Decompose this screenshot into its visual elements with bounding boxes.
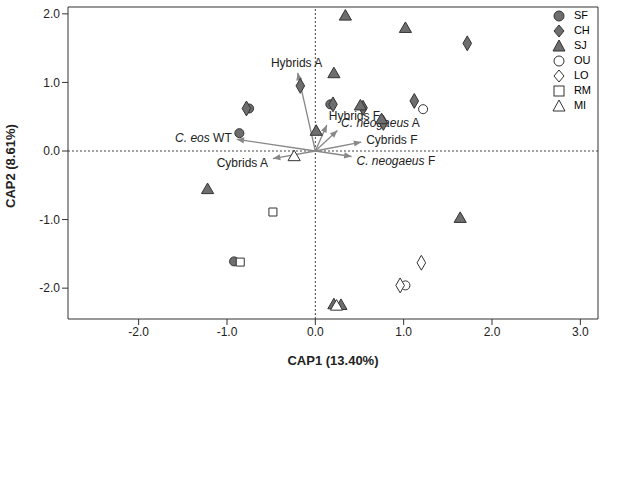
svg-text:-2.0: -2.0 (39, 281, 60, 295)
html-text:CH: CH (573, 24, 590, 36)
svg-text:1.0: 1.0 (395, 325, 412, 339)
svg-text:CAP2 (8.61%): CAP2 (8.61%) (8, 124, 18, 208)
svg-text:3.0: 3.0 (572, 325, 589, 339)
svg-text:1.0: 1.0 (43, 76, 60, 90)
svg-text:0.0: 0.0 (43, 144, 60, 158)
svg-text:C. neogaeus A: C. neogaeus A (341, 116, 420, 130)
svg-text:2.0: 2.0 (43, 7, 60, 21)
svg-text:0.0: 0.0 (307, 325, 324, 339)
svg-text:Cybrids F: Cybrids F (366, 133, 417, 147)
html-text:LO: LO (573, 69, 589, 81)
svg-text:C. eos WT: C. eos WT (175, 131, 232, 145)
html-text:OU: OU (573, 54, 591, 66)
svg-text:C. neogaeus F: C. neogaeus F (356, 154, 435, 168)
html-text:SJ: SJ (573, 39, 587, 51)
svg-text:CAP1 (13.40%): CAP1 (13.40%) (287, 353, 378, 368)
svg-text:-1.0: -1.0 (39, 213, 60, 227)
html-text:SF: SF (573, 9, 588, 21)
svg-text:Hybrids A: Hybrids A (271, 56, 322, 70)
svg-text:2.0: 2.0 (484, 325, 501, 339)
svg-text:-1.0: -1.0 (217, 325, 238, 339)
html-text:MI: MI (573, 99, 587, 111)
svg-text:Cybrids A: Cybrids A (217, 156, 268, 170)
svg-text:-2.0: -2.0 (128, 325, 149, 339)
html-text:RM: RM (573, 84, 591, 96)
